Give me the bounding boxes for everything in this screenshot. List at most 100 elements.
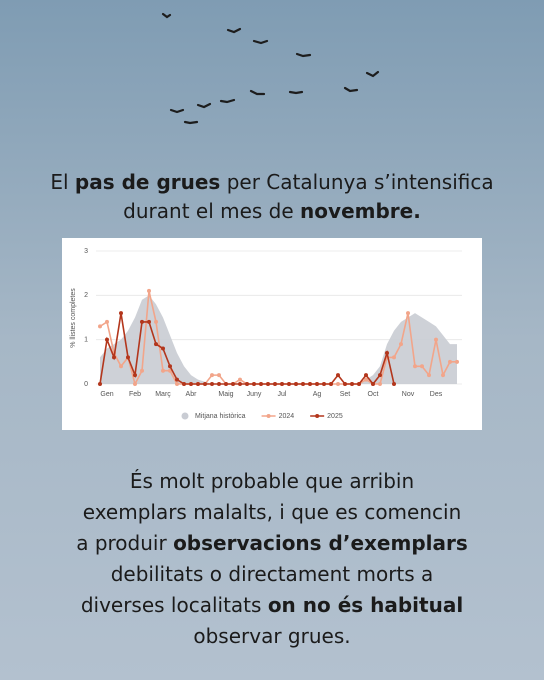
point [245,382,249,386]
point [112,355,116,360]
x-tick-label: Ag [313,391,322,398]
text: a produir [76,531,173,555]
point [140,319,144,324]
y-tick-label: 0 [84,381,88,388]
point [329,382,333,386]
point [336,373,340,378]
y-axis-label: % llistes completes [70,288,77,348]
x-tick-label: Oct [368,391,379,398]
text-line: diverses localitats on no és habitual [81,593,463,617]
text-line: És molt probable que arribin [130,469,414,493]
text-line: debilitats o directament morts a [111,562,434,586]
x-tick-label: Set [340,391,351,398]
bold-text: pas de grues [75,170,220,194]
x-tick-label: Gen [100,391,113,398]
text: diverses localitats [81,593,268,617]
point [350,382,354,386]
point [378,373,382,378]
point [336,382,340,386]
x-tick-label: Nov [402,391,415,398]
text: exemplars malalts, i que es comencin [83,500,462,524]
point [105,337,109,342]
text: debilitats o directament morts a [111,562,434,586]
point [168,364,172,369]
x-tick-label: Des [430,391,443,398]
point [301,382,305,386]
point [420,364,424,369]
point [392,355,396,360]
text: per Catalunya s’intensifica [220,170,493,194]
point [238,377,242,382]
text-line: durant el mes de novembre. [123,199,421,223]
point [406,311,410,316]
legend-label: 2024 [279,413,295,420]
point [322,382,326,386]
text: El [50,170,75,194]
point [315,382,319,386]
legend-swatch [315,414,320,418]
point [210,382,214,386]
point [364,377,368,382]
text: És molt probable que arribin [130,469,414,493]
point [182,382,186,386]
point [231,382,235,386]
x-tick-label: Jul [278,391,287,398]
point [238,382,242,386]
x-tick-label: Abr [186,391,198,398]
point [455,359,459,364]
text: observar grues. [193,624,350,648]
point [161,346,165,351]
point [224,382,228,386]
point [98,382,102,386]
point [133,382,137,386]
point [119,364,123,369]
point [189,382,193,386]
x-tick-label: Feb [129,391,141,398]
legend-swatch [266,414,271,418]
point [196,382,200,386]
point [399,342,403,347]
point [273,382,277,386]
point [203,382,207,386]
point [119,311,123,316]
y-tick-label: 2 [84,292,88,299]
point [217,373,221,378]
point [259,382,263,386]
point [98,324,102,329]
legend-label: Mitjana històrica [195,413,246,420]
point [105,319,109,324]
point [287,382,291,386]
point [210,373,214,378]
point [140,368,144,373]
point [147,319,151,324]
point [154,342,158,347]
bold-text: on no és habitual [268,593,463,617]
text: durant el mes de [123,199,300,223]
point [427,373,431,378]
text-line: El pas de grues per Catalunya s’intensif… [50,170,493,194]
point [126,355,130,360]
point [252,382,256,386]
bold-text: novembre. [300,199,421,223]
legend-swatch [181,412,189,420]
point [385,350,389,355]
point [308,382,312,386]
point [266,382,270,386]
y-tick-label: 3 [84,248,88,255]
text-line: exemplars malalts, i que es comencin [83,500,462,524]
text-line: a produir observacions d’exemplars [76,531,468,555]
point [175,382,179,386]
birds [161,12,380,125]
bold-text: observacions d’exemplars [173,531,468,555]
y-tick-label: 1 [84,337,88,344]
point [413,364,417,369]
point [441,373,445,378]
x-tick-label: Juny [247,391,262,398]
point [154,319,158,324]
point [133,373,137,378]
x-tick-label: Març [155,391,171,398]
point [343,382,347,386]
point [364,373,368,378]
